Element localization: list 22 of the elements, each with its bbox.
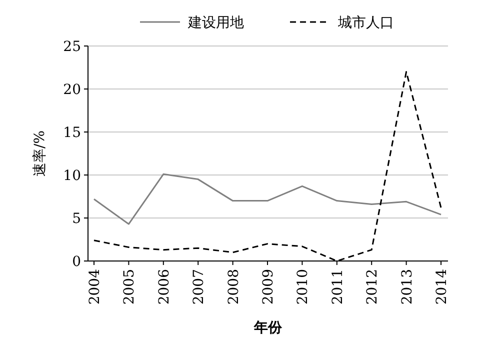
legend-label: 建设用地 xyxy=(187,15,244,31)
y-tick-label: 15 xyxy=(63,125,81,141)
legend-label: 城市人口 xyxy=(337,15,394,31)
y-tick-label: 25 xyxy=(63,39,81,55)
y-tick-label: 5 xyxy=(72,211,81,227)
x-tick-label: 2004 xyxy=(87,268,103,305)
x-tick-label: 2009 xyxy=(260,269,276,305)
x-tick-label: 2010 xyxy=(295,269,312,305)
line-series xyxy=(93,173,442,225)
x-tick-label: 2013 xyxy=(399,269,416,305)
x-tick-label: 2007 xyxy=(191,269,208,305)
x-tick-label: 2012 xyxy=(364,269,381,305)
y-tick-label: 20 xyxy=(63,82,81,98)
x-tick-label: 2005 xyxy=(122,269,138,305)
x-axis-title: 年份 xyxy=(253,320,283,336)
x-tick-label: 2006 xyxy=(156,268,172,305)
x-tick-label: 2014 xyxy=(434,268,450,305)
y-tick-label: 0 xyxy=(72,254,81,270)
y-axis-title: 速率/% xyxy=(32,130,48,177)
x-tick-label: 2008 xyxy=(226,269,242,305)
y-tick-label: 10 xyxy=(63,168,81,184)
x-tick-label: 2011 xyxy=(330,269,346,305)
